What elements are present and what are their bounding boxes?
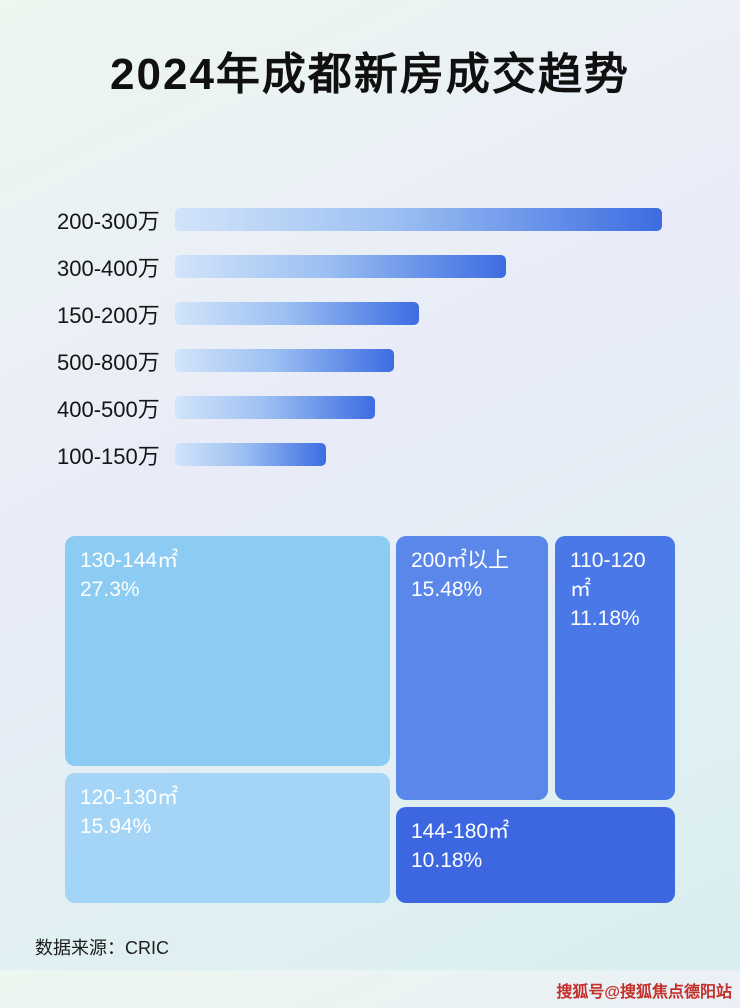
treemap-tile-110-120: 110-120㎡ 11.18% xyxy=(555,536,675,800)
tile-percent: 15.94% xyxy=(80,814,152,838)
tile-percent: 11.18% xyxy=(570,606,640,630)
bar-row: 400-500万 xyxy=(0,384,740,431)
tile-label: 120-130㎡ xyxy=(80,786,179,809)
bar-row: 150-200万 xyxy=(0,290,740,337)
bar-category-label: 300-400万 xyxy=(57,255,160,281)
bar-row: 500-800万 xyxy=(0,337,740,384)
price-range-bar-chart: 200-300万 300-400万 150-200万 500-800万 400-… xyxy=(0,196,740,478)
bar-track xyxy=(175,396,662,419)
treemap-tile-144-180: 144-180㎡ 10.18% xyxy=(396,807,675,903)
bar-category-label: 500-800万 xyxy=(57,349,160,375)
bar-fill xyxy=(175,349,395,372)
bar-category-label: 100-150万 xyxy=(57,443,160,469)
bar-row: 200-300万 xyxy=(0,196,740,243)
bar-category-label: 400-500万 xyxy=(57,396,160,422)
bar-category-label: 200-300万 xyxy=(57,208,160,234)
watermark: 搜狐号@搜狐焦点德阳站 xyxy=(556,984,732,1001)
treemap-tile-200-plus: 200㎡以上 15.48% xyxy=(396,536,548,800)
page-title: 2024年成都新房成交趋势 xyxy=(110,50,630,99)
bar-track xyxy=(175,349,662,372)
tile-label: 130-144㎡ xyxy=(80,549,179,572)
tile-percent: 10.18% xyxy=(411,848,483,872)
bar-track xyxy=(175,255,662,278)
treemap-tile-130-144: 130-144㎡ 27.3% xyxy=(65,536,390,766)
tile-label: 200㎡以上 xyxy=(411,549,510,572)
data-source-note: 数据来源：CRIC xyxy=(35,938,169,958)
bar-track xyxy=(175,443,662,466)
bar-track xyxy=(175,302,662,325)
infographic-page: 2024年成都新房成交趋势 200-300万 300-400万 150-200万… xyxy=(0,38,740,1008)
bar-fill xyxy=(175,443,326,466)
tile-percent: 15.48% xyxy=(411,577,483,601)
tile-label: 110-120㎡ xyxy=(570,549,646,601)
bar-fill xyxy=(175,396,375,419)
bar-row: 300-400万 xyxy=(0,243,740,290)
bar-track xyxy=(175,208,662,231)
tile-percent: 27.3% xyxy=(80,577,140,601)
treemap-tile-120-130: 120-130㎡ 15.94% xyxy=(65,773,390,903)
area-share-treemap: 130-144㎡ 27.3% 120-130㎡ 15.94% 200㎡以上 15… xyxy=(65,536,675,903)
bar-fill xyxy=(175,208,662,231)
bar-row: 100-150万 xyxy=(0,431,740,478)
bar-fill xyxy=(175,255,507,278)
tile-label: 144-180㎡ xyxy=(411,820,510,843)
bar-fill xyxy=(175,302,419,325)
bar-category-label: 150-200万 xyxy=(57,302,160,328)
